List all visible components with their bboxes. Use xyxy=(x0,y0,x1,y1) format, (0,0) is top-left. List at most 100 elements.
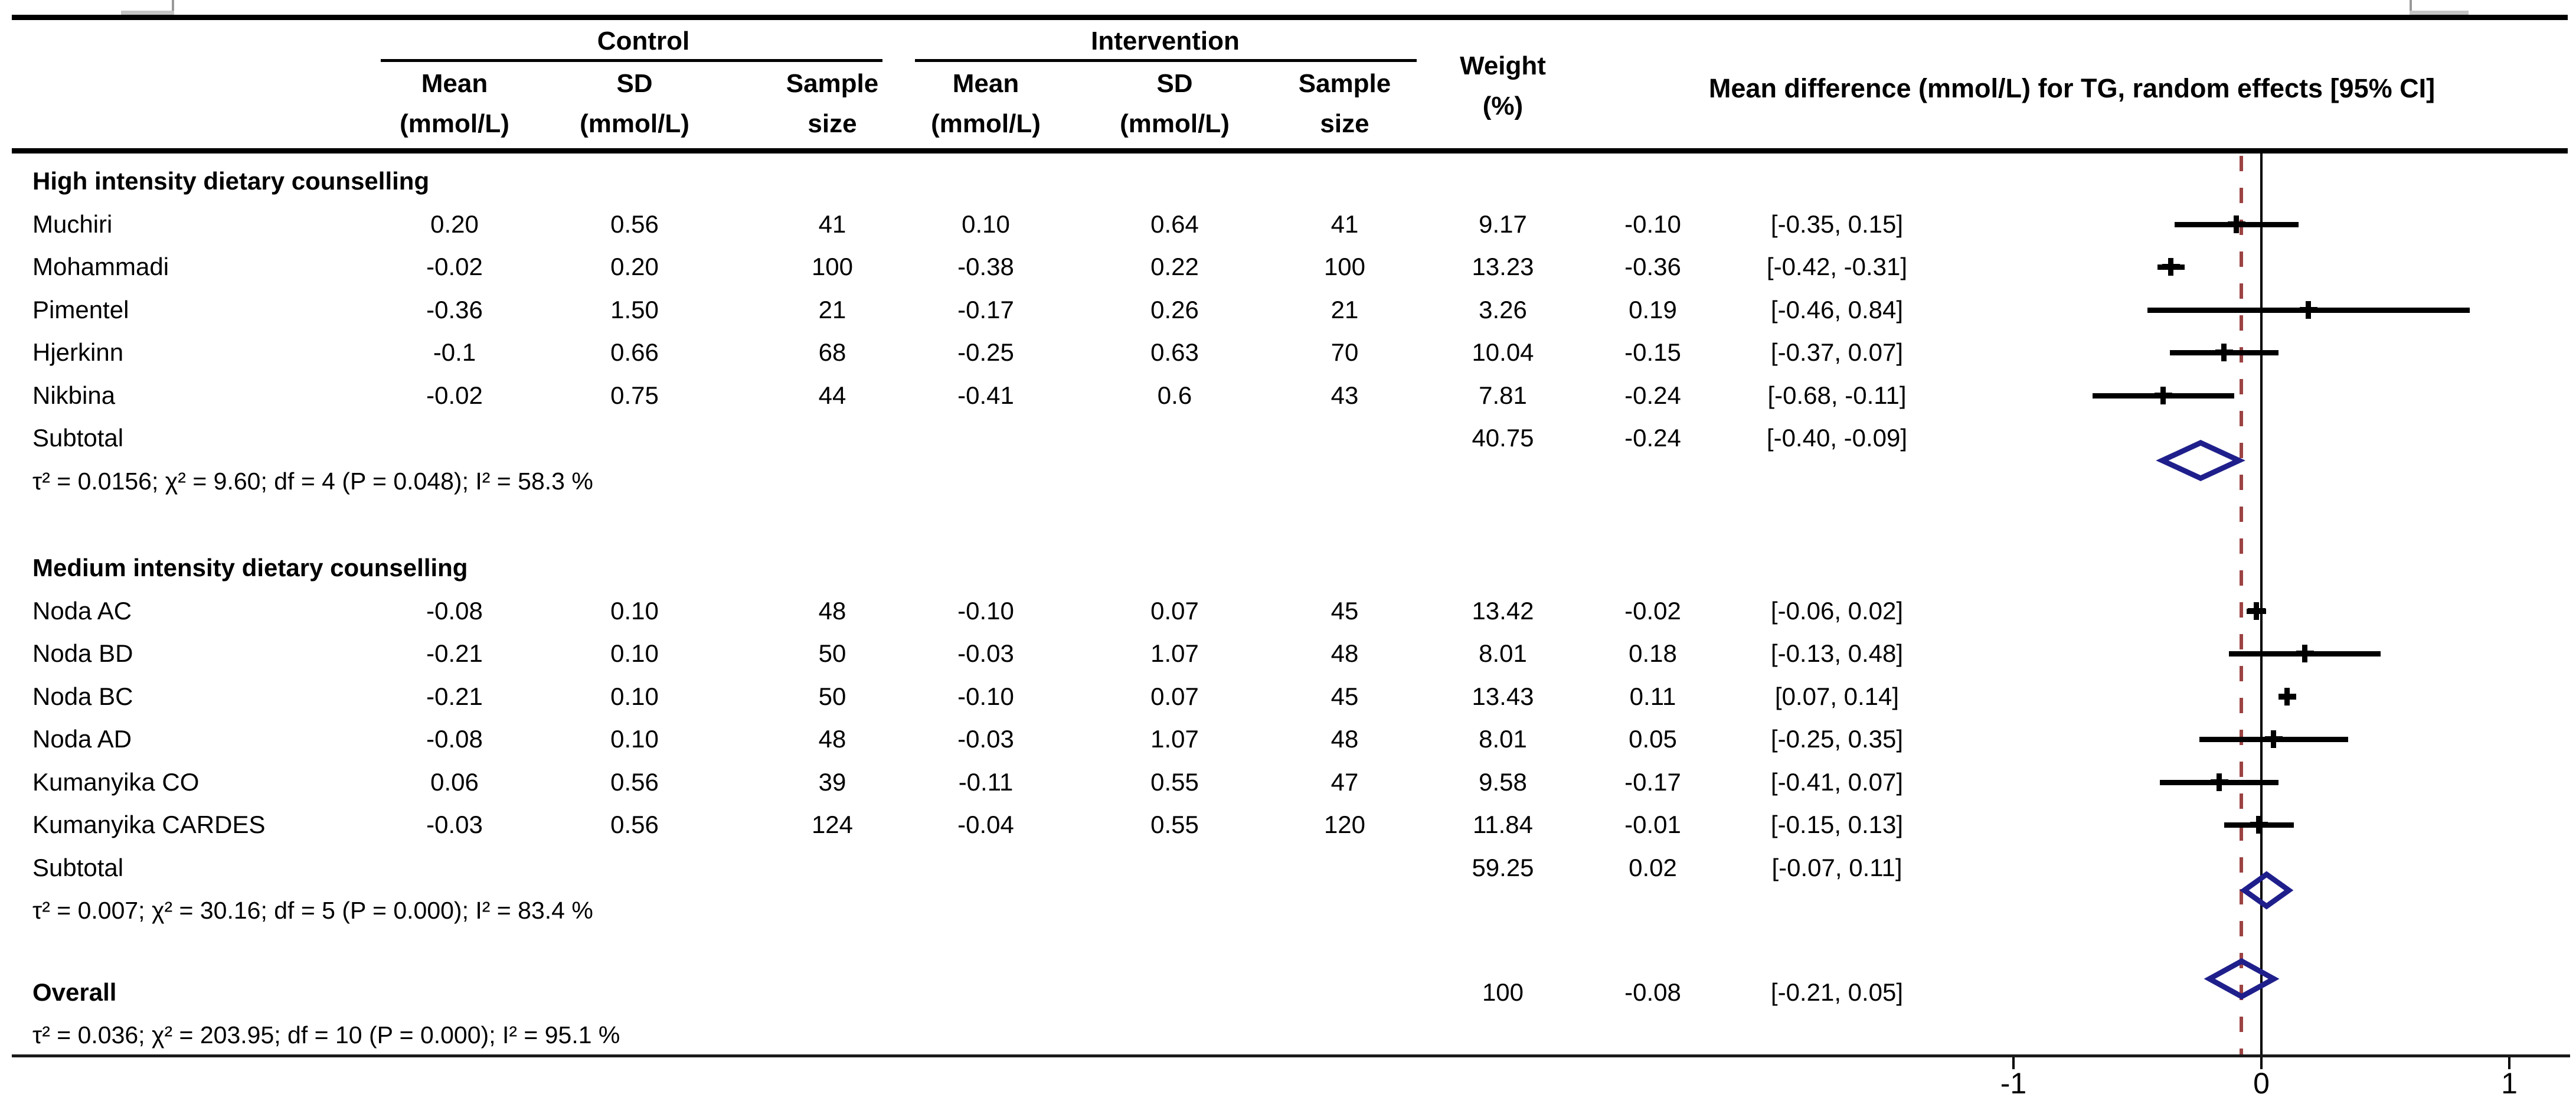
intervention-mean-column-header: Mean (mmol/L) xyxy=(880,64,1092,144)
mean-difference: -0.24 xyxy=(1624,381,1681,409)
confidence-interval: [-0.68, -0.11] xyxy=(1767,381,1907,409)
intervention-sd-column-header: SD (mmol/L) xyxy=(1068,64,1281,144)
control-group-underline xyxy=(381,59,882,62)
control-sd: 0.10 xyxy=(610,639,659,667)
control-mean: 0.06 xyxy=(430,767,479,796)
confidence-interval: [-0.07, 0.11] xyxy=(1771,853,1902,881)
heterogeneity-stats-row: τ² = 0.007; χ² = 30.16; df = 5 (P = 0.00… xyxy=(0,889,2576,932)
control-sd: 0.10 xyxy=(610,725,659,753)
control-mean-column-header: Mean (mmol/L) xyxy=(348,64,561,144)
mean-difference: -0.02 xyxy=(1624,596,1681,625)
control-mean: -0.08 xyxy=(426,596,483,625)
intervention-sd: 0.07 xyxy=(1150,596,1199,625)
column-header-line: Mean xyxy=(421,69,488,98)
control-sample-size: 41 xyxy=(818,210,846,238)
weight-percent: 13.23 xyxy=(1472,253,1534,280)
mean-difference: 0.19 xyxy=(1629,295,1677,324)
study-name: Noda BC xyxy=(32,682,133,710)
control-mean: -0.21 xyxy=(426,639,483,667)
control-sd: 0.75 xyxy=(610,381,659,409)
x-axis-tick xyxy=(2260,1057,2263,1069)
confidence-interval: [-0.13, 0.48] xyxy=(1770,639,1904,667)
study-name: Muchiri xyxy=(32,210,113,238)
heterogeneity-stats: τ² = 0.0156; χ² = 9.60; df = 4 (P = 0.04… xyxy=(32,467,593,495)
overall-estimate-dashed-line xyxy=(2240,156,2243,1054)
intervention-sample-size: 21 xyxy=(1331,295,1359,324)
group-heading-row: Medium intensity dietary counselling xyxy=(0,547,2576,589)
group-heading: Medium intensity dietary counselling xyxy=(32,554,468,582)
x-axis-tick-label: 0 xyxy=(2253,1067,2270,1100)
weight-percent: 8.01 xyxy=(1479,639,1527,667)
column-header-line: (mmol/L) xyxy=(1120,109,1230,138)
group-heading: High intensity dietary counselling xyxy=(32,167,430,195)
weight-percent: 10.04 xyxy=(1472,338,1534,366)
intervention-mean: -0.25 xyxy=(957,338,1014,366)
point-marker xyxy=(2155,386,2173,404)
control-sample-size: 50 xyxy=(818,682,846,710)
intervention-sample-size: 120 xyxy=(1323,811,1366,838)
subtotal-row: Subtotal 59.25 0.02 [-0.07, 0.11] xyxy=(0,847,2576,889)
column-header-line: (%) xyxy=(1482,92,1524,120)
intervention-sample-size: 45 xyxy=(1331,682,1359,710)
control-mean: -0.08 xyxy=(426,725,483,753)
column-header-line: Mean xyxy=(952,69,1019,98)
control-mean: -0.36 xyxy=(426,295,483,324)
confidence-interval: [-0.37, 0.07] xyxy=(1770,338,1904,366)
heterogeneity-stats: τ² = 0.007; χ² = 30.16; df = 5 (P = 0.00… xyxy=(32,897,593,924)
intervention-sample-size: 100 xyxy=(1323,253,1366,280)
gridline-artifact xyxy=(2410,11,2469,15)
control-sd-column-header: SD (mmol/L) xyxy=(528,64,741,144)
intervention-sd: 1.07 xyxy=(1150,725,1199,753)
column-header-line: size xyxy=(1320,109,1369,138)
study-name: Noda AD xyxy=(32,725,132,753)
column-header-line: Sample xyxy=(1298,69,1391,98)
control-sample-size: 21 xyxy=(818,295,846,324)
x-axis-tick xyxy=(2012,1057,2015,1069)
intervention-sd: 0.22 xyxy=(1150,253,1199,280)
control-sd: 0.56 xyxy=(610,811,659,838)
confidence-interval: [-0.40, -0.09] xyxy=(1766,424,1908,452)
intervention-sd: 1.07 xyxy=(1150,639,1199,667)
heterogeneity-stats-row: τ² = 0.036; χ² = 203.95; df = 10 (P = 0.… xyxy=(0,1014,2576,1056)
point-marker xyxy=(2247,602,2266,620)
heterogeneity-stats: τ² = 0.036; χ² = 203.95; df = 10 (P = 0.… xyxy=(32,1021,620,1049)
point-marker xyxy=(2215,344,2233,361)
control-sd: 0.10 xyxy=(610,682,659,710)
x-axis-tick-label: -1 xyxy=(2000,1067,2027,1100)
point-marker xyxy=(2162,258,2180,276)
intervention-sd: 0.26 xyxy=(1150,295,1199,324)
column-header-line: SD xyxy=(616,69,653,98)
weight-percent: 40.75 xyxy=(1472,424,1534,452)
study-name: Kumanyika CARDES xyxy=(32,811,266,838)
column-header-line: SD xyxy=(1156,69,1193,98)
control-mean: -0.03 xyxy=(426,811,483,838)
point-marker xyxy=(2250,816,2268,834)
mean-difference: -0.10 xyxy=(1624,210,1681,238)
mean-difference: -0.24 xyxy=(1624,424,1681,452)
mean-difference: 0.11 xyxy=(1629,682,1676,710)
intervention-group-underline xyxy=(915,59,1417,62)
control-sample-size: 48 xyxy=(818,596,846,625)
summary-diamond xyxy=(2239,870,2293,910)
group-heading-row: High intensity dietary counselling xyxy=(0,160,2576,203)
point-marker xyxy=(2265,730,2283,748)
confidence-interval: [-0.35, 0.15] xyxy=(1770,210,1904,238)
study-row: Pimentel -0.36 1.50 21 -0.17 0.26 21 3.26 0.19 [-… xyxy=(0,289,2576,331)
weight-percent: 11.84 xyxy=(1473,811,1533,838)
confidence-interval: [-0.46, 0.84] xyxy=(1770,295,1904,324)
table-top-rule xyxy=(12,15,2568,20)
intervention-sd: 0.64 xyxy=(1150,210,1199,238)
point-marker xyxy=(2278,687,2297,706)
study-row: Muchiri 0.20 0.56 41 0.10 0.64 41 9.17 -0.10 [-0.… xyxy=(0,203,2576,246)
control-sample-size: 50 xyxy=(818,639,846,667)
weight-percent: 9.17 xyxy=(1479,210,1527,238)
study-row: Nikbina -0.02 0.75 44 -0.41 0.6 43 7.81 -0.24 [-0… xyxy=(0,374,2576,417)
intervention-mean: -0.04 xyxy=(957,811,1014,838)
intervention-sample-size: 48 xyxy=(1331,639,1359,667)
weight-percent: 100 xyxy=(1482,978,1524,1006)
subtotal-row: Subtotal 40.75 -0.24 [-0.40, -0.09] xyxy=(0,417,2576,459)
mean-difference: -0.01 xyxy=(1624,811,1681,838)
mean-difference: 0.02 xyxy=(1629,853,1677,881)
control-sample-size: 124 xyxy=(811,811,854,838)
